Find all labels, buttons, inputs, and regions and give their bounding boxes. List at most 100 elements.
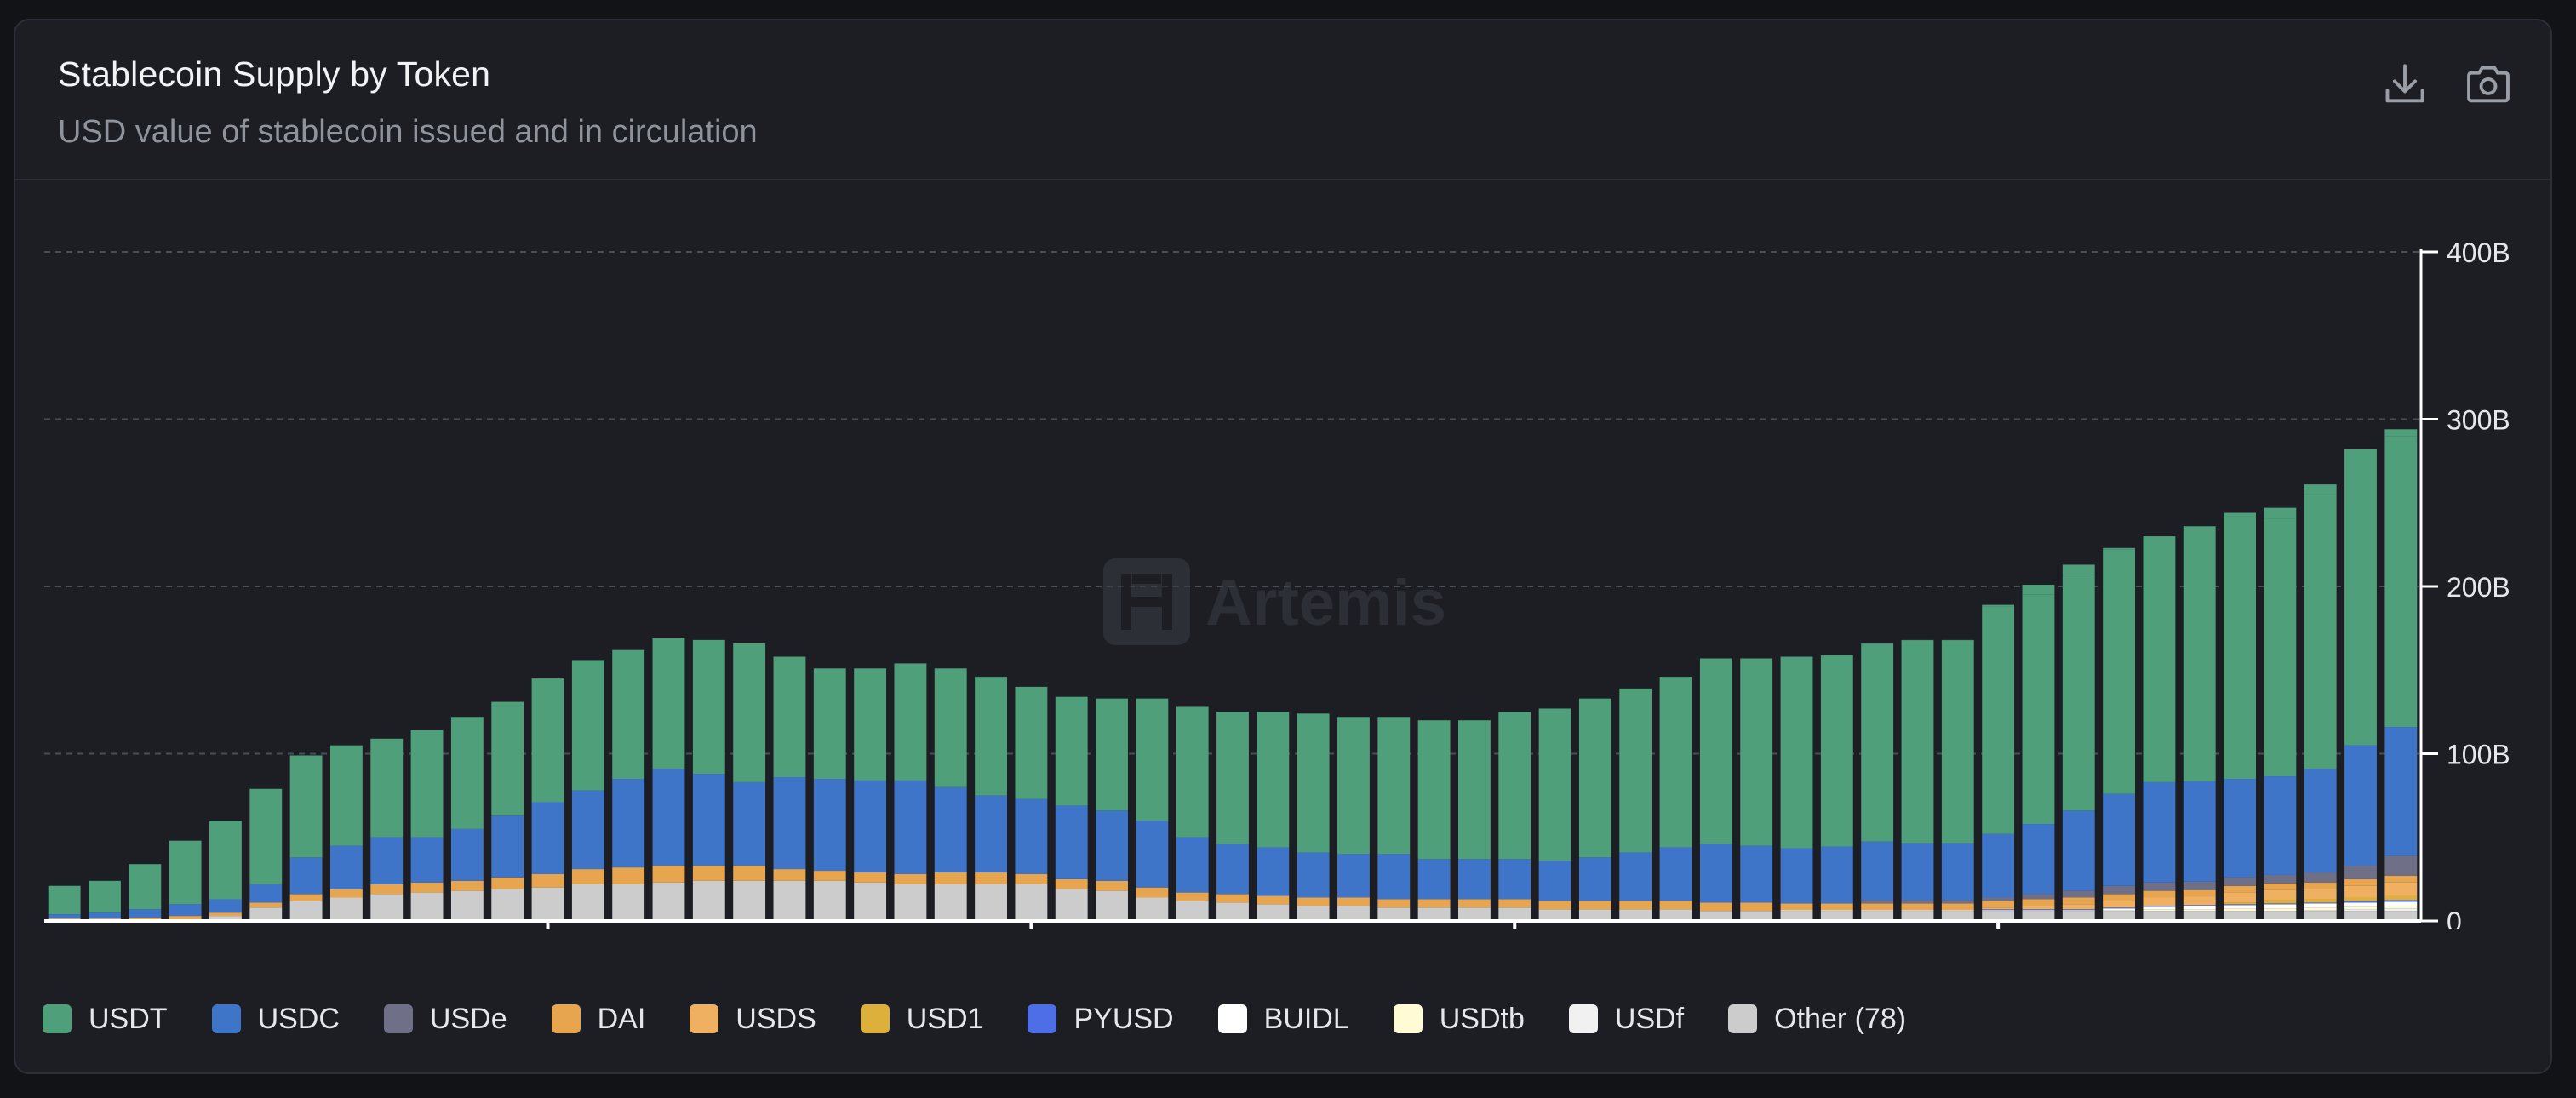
- bar-segment-usdc[interactable]: [2224, 778, 2256, 878]
- bar-segment-usdt[interactable]: [2022, 594, 2055, 825]
- bar-segment-usdc[interactable]: [450, 828, 484, 881]
- bar-segment-buidl[interactable]: [1780, 910, 1813, 912]
- bar-segment-usdc[interactable]: [1538, 861, 1571, 901]
- bar-segment-usdf[interactable]: [2304, 910, 2337, 912]
- bar-segment-other-78-[interactable]: [1458, 907, 1491, 921]
- bar-segment-buidl[interactable]: [1861, 910, 1894, 912]
- bar-segment-dai[interactable]: [1498, 899, 1531, 908]
- bar-segment-usdt[interactable]: [1538, 708, 1571, 861]
- bar-segment-pyusd[interactable]: [2062, 909, 2095, 911]
- bar-segment-other-78-[interactable]: [854, 882, 887, 921]
- bar-segment-dai[interactable]: [1861, 903, 1894, 911]
- bar-segment-dai[interactable]: [1941, 903, 1974, 911]
- bar-segment-usdt[interactable]: [773, 656, 806, 778]
- bar-segment-usdc[interactable]: [370, 837, 404, 884]
- bar-segment-usdt[interactable]: [733, 643, 766, 782]
- bar-segment-usdt[interactable]: [410, 729, 444, 838]
- bar-segment-other-78-[interactable]: [1417, 907, 1451, 921]
- legend-item[interactable]: USDC: [211, 1003, 340, 1036]
- bar-segment-buidl[interactable]: [1820, 910, 1853, 912]
- bar-segment-usdc[interactable]: [1096, 810, 1128, 881]
- bar-segment-usdt[interactable]: [2103, 547, 2136, 550]
- bar-segment-usdc[interactable]: [2143, 781, 2176, 883]
- bar-segment-dai[interactable]: [1578, 901, 1611, 910]
- bar-segment-dai[interactable]: [1659, 901, 1692, 910]
- bar-segment-usde[interactable]: [2384, 855, 2418, 876]
- bar-segment-dai[interactable]: [1055, 878, 1088, 889]
- bar-segment-dai[interactable]: [129, 918, 162, 921]
- bar-segment-buidl[interactable]: [2103, 908, 2136, 911]
- bar-segment-usdt[interactable]: [289, 755, 323, 858]
- bar-segment-dai[interactable]: [329, 889, 363, 898]
- bar-segment-dai[interactable]: [813, 871, 846, 881]
- bar-segment-usdf[interactable]: [2344, 909, 2377, 912]
- bar-segment-other-78-[interactable]: [612, 884, 645, 921]
- bar-segment-usdc[interactable]: [1498, 859, 1531, 900]
- bar-segment-other-78-[interactable]: [1055, 889, 1088, 921]
- bar-segment-usds[interactable]: [2022, 906, 2055, 910]
- bar-segment-dai[interactable]: [975, 872, 1007, 884]
- bar-segment-pyusd[interactable]: [2022, 909, 2055, 911]
- bar-segment-buidl[interactable]: [1901, 910, 1934, 912]
- bar-segment-usdt[interactable]: [1337, 717, 1370, 855]
- bar-segment-usdt[interactable]: [2304, 494, 2337, 769]
- bar-segment-dai[interactable]: [2344, 878, 2377, 886]
- bar-segment-buidl[interactable]: [2062, 910, 2095, 912]
- bar-segment-other-78-[interactable]: [2022, 911, 2055, 921]
- bar-segment-usd1[interactable]: [2304, 899, 2337, 903]
- bar-segment-usds[interactable]: [2103, 901, 2136, 908]
- bar-segment-usdt[interactable]: [1055, 696, 1088, 806]
- bar-segment-usdc[interactable]: [1015, 798, 1048, 874]
- bar-segment-usdc[interactable]: [1619, 852, 1652, 901]
- bar-segment-usdt[interactable]: [2103, 549, 2136, 794]
- bar-segment-dai[interactable]: [249, 902, 283, 908]
- bar-segment-usdt[interactable]: [2264, 507, 2297, 519]
- bar-segment-usds[interactable]: [2143, 897, 2176, 906]
- bar-segment-usdt[interactable]: [2022, 585, 2055, 595]
- bar-segment-usdt[interactable]: [2143, 536, 2176, 782]
- bar-segment-usdtb[interactable]: [2103, 910, 2136, 912]
- bar-segment-usds[interactable]: [2062, 904, 2095, 910]
- bar-segment-usdc[interactable]: [2344, 745, 2377, 866]
- bar-segment-usdc[interactable]: [1740, 845, 1773, 903]
- bar-segment-other-78-[interactable]: [2344, 911, 2377, 921]
- download-button[interactable]: [2375, 54, 2435, 114]
- bar-segment-usdt[interactable]: [1136, 698, 1169, 821]
- bar-segment-usdt[interactable]: [1458, 720, 1491, 860]
- bar-segment-usdc[interactable]: [854, 780, 887, 873]
- bar-segment-other-78-[interactable]: [1498, 907, 1531, 921]
- bar-segment-usde[interactable]: [2183, 881, 2216, 890]
- bar-segment-usdc[interactable]: [1176, 837, 1209, 893]
- bar-segment-pyusd[interactable]: [2224, 904, 2256, 906]
- bar-segment-dai[interactable]: [2304, 882, 2337, 889]
- bar-segment-usdc[interactable]: [129, 909, 162, 918]
- bar-segment-usde[interactable]: [2224, 877, 2256, 886]
- bar-segment-usdt[interactable]: [370, 738, 404, 838]
- bar-segment-usdt[interactable]: [1820, 655, 1853, 847]
- legend-item[interactable]: USDT: [43, 1003, 168, 1036]
- bar-segment-usdc[interactable]: [733, 781, 766, 866]
- bar-segment-usdc[interactable]: [1337, 854, 1370, 898]
- legend-item[interactable]: DAI: [551, 1003, 645, 1036]
- bar-segment-dai[interactable]: [2384, 875, 2418, 883]
- bar-segment-usdc[interactable]: [2264, 776, 2297, 875]
- bar-segment-usdc[interactable]: [692, 774, 725, 866]
- bar-segment-usdt[interactable]: [1861, 643, 1894, 644]
- bar-segment-other-78-[interactable]: [1257, 904, 1290, 921]
- bar-segment-usds[interactable]: [1982, 907, 2015, 910]
- bar-segment-usdtb[interactable]: [2384, 906, 2418, 909]
- bar-segment-other-78-[interactable]: [2264, 911, 2297, 921]
- bar-segment-usdt[interactable]: [2062, 564, 2095, 575]
- legend-item[interactable]: Other (78): [1728, 1003, 1906, 1036]
- bar-segment-usdc[interactable]: [2304, 769, 2337, 873]
- legend-item[interactable]: BUIDL: [1217, 1003, 1349, 1036]
- bar-segment-dai[interactable]: [1458, 899, 1491, 908]
- bar-segment-usdt[interactable]: [531, 678, 564, 803]
- bar-segment-usdc[interactable]: [410, 837, 444, 883]
- bar-segment-usdtb[interactable]: [2264, 908, 2297, 912]
- bar-segment-dai[interactable]: [934, 872, 967, 884]
- bar-segment-dai[interactable]: [773, 869, 806, 881]
- bar-segment-usdc[interactable]: [2022, 824, 2055, 895]
- bar-segment-dai[interactable]: [1377, 899, 1411, 908]
- bar-segment-dai[interactable]: [2264, 883, 2297, 890]
